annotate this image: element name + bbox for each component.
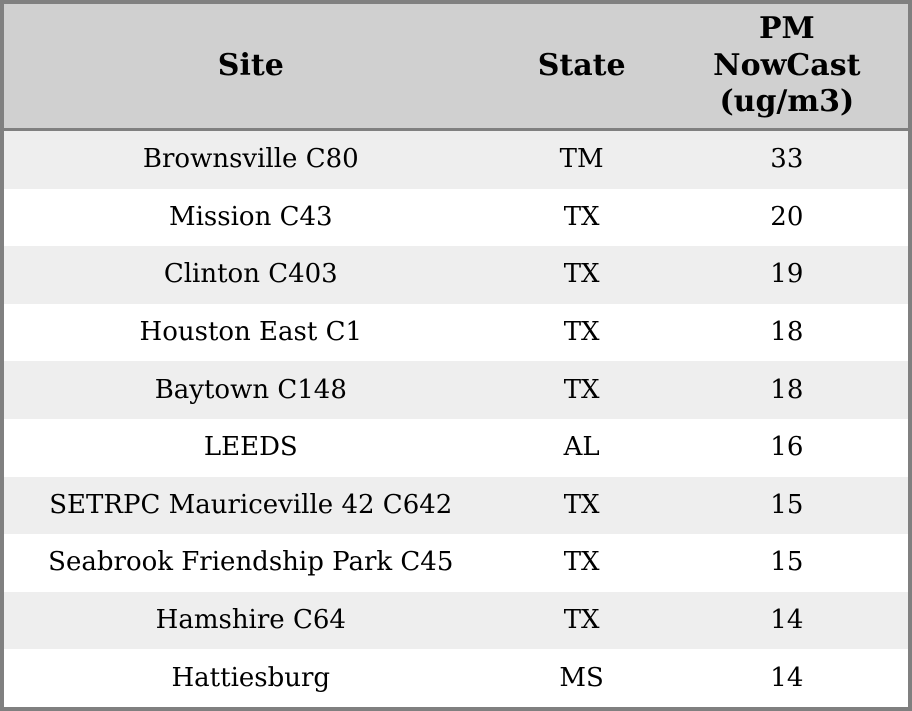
column-header-pm-nowcast: PM NowCast (ug/m3) [666,4,908,128]
cell-site: Hamshire C64 [155,604,346,635]
table-row: Seabrook Friendship Park C45 TX 15 [4,534,908,592]
cell-site: Baytown C148 [154,374,347,405]
table-row: Houston East C1 TX 18 [4,303,908,362]
cell-pm-nowcast: 15 [770,489,804,520]
cell-state: TX [563,374,600,405]
cell-state: AL [563,432,600,463]
table-row: Clinton C403 TX 19 [4,246,908,304]
cell-state: TX [563,316,600,347]
table-row: Brownsville C80 TM 33 [4,131,908,189]
cell-site: Brownsville C80 [142,144,359,175]
cell-site: Seabrook Friendship Park C45 [48,547,454,578]
cell-pm-nowcast: 18 [770,316,804,347]
cell-site: SETRPC Mauriceville 42 C642 [49,489,453,520]
cell-pm-nowcast: 16 [770,432,804,463]
table-row: Mission C43 TX 20 [4,188,908,247]
cell-state: TX [563,201,600,232]
cell-pm-nowcast: 33 [770,144,804,175]
cell-state: TX [563,259,600,290]
table-body: Brownsville C80 TM 33 Mission C43 TX 20 Clinto… [4,131,908,707]
cell-pm-nowcast: 20 [770,201,804,232]
table-row: Hattiesburg MS 14 [4,649,908,707]
cell-state: TM [559,144,604,175]
column-header-state: State [537,47,626,83]
cell-pm-nowcast: 14 [770,604,804,635]
table-row: Baytown C148 TX 18 [4,361,908,419]
cell-site: LEEDS [203,432,298,463]
cell-state: TX [563,604,600,635]
cell-state: MS [559,662,604,693]
table-row: SETRPC Mauriceville 42 C642 TX 15 [4,476,908,535]
cell-pm-nowcast: 18 [770,374,804,405]
cell-site: Clinton C403 [163,259,338,290]
cell-pm-nowcast: 14 [770,662,804,693]
cell-site: Hattiesburg [171,662,331,693]
table-row: LEEDS AL 16 [4,418,908,477]
column-header-site: Site [217,47,284,83]
cell-state: TX [563,489,600,520]
table-row: Hamshire C64 TX 14 [4,591,908,650]
table-header-row: Site State PM NowCast (ug/m3) [4,4,908,131]
cell-site: Mission C43 [168,201,333,232]
cell-site: Houston East C1 [139,316,363,347]
cell-pm-nowcast: 19 [770,259,804,290]
cell-pm-nowcast: 15 [770,547,804,578]
cell-state: TX [563,547,600,578]
column-header-pm-nowcast-label: PM NowCast (ug/m3) [713,10,861,120]
